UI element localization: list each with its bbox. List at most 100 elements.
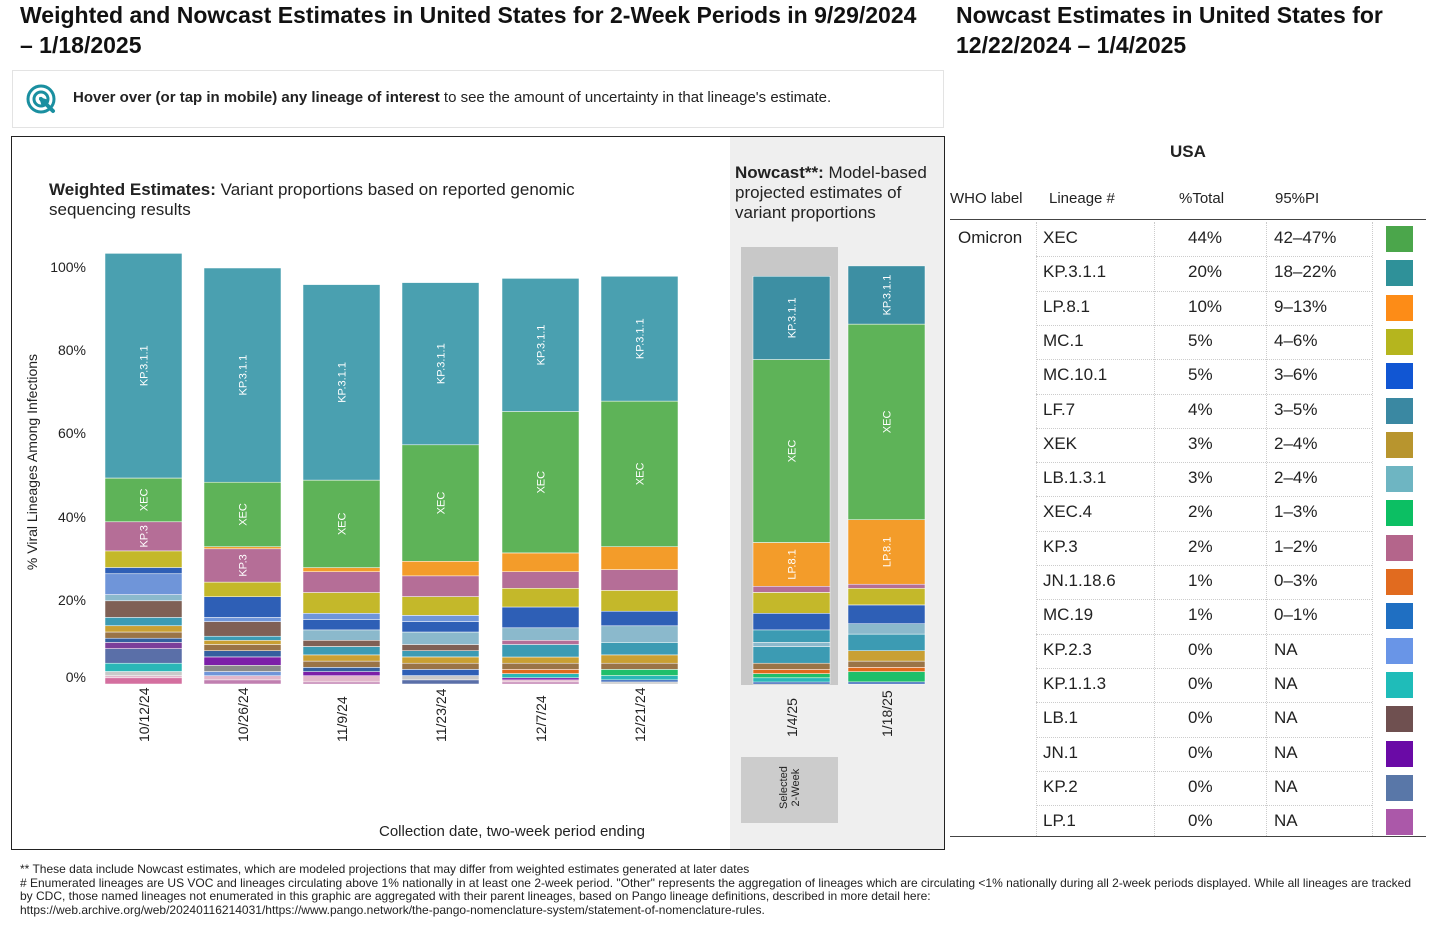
bar-segment[interactable] xyxy=(401,679,480,685)
bar-segment[interactable] xyxy=(847,667,926,672)
bar-segment[interactable] xyxy=(104,648,183,664)
bar-segment[interactable] xyxy=(600,642,679,656)
bar-segment[interactable] xyxy=(401,650,480,658)
bar-segment[interactable] xyxy=(203,675,282,681)
bar-segment[interactable] xyxy=(401,656,480,664)
bar-segment[interactable] xyxy=(600,590,679,612)
bar-segment[interactable] xyxy=(847,650,926,662)
lineage-color-swatch[interactable] xyxy=(1386,294,1413,321)
bar-segment[interactable] xyxy=(600,662,679,670)
lineage-color-swatch[interactable] xyxy=(1386,431,1413,458)
bar-segment[interactable] xyxy=(104,671,183,676)
bar-segment[interactable] xyxy=(752,673,831,679)
bar-segment[interactable] xyxy=(203,671,282,676)
bar-segment[interactable] xyxy=(847,265,926,325)
lineage-color-swatch[interactable] xyxy=(1386,671,1413,698)
bar-segment[interactable] xyxy=(104,662,183,672)
bar-segment[interactable] xyxy=(203,656,282,666)
bar-segment[interactable] xyxy=(302,646,381,656)
bar-segment[interactable] xyxy=(752,662,831,670)
bar-segment[interactable] xyxy=(501,677,580,681)
bar-segment[interactable] xyxy=(203,640,282,645)
bar-segment[interactable] xyxy=(847,323,926,520)
bar-segment[interactable] xyxy=(847,623,926,635)
bar-segment[interactable] xyxy=(847,583,926,589)
bar-segment[interactable] xyxy=(501,588,580,608)
bar-segment[interactable] xyxy=(104,631,183,639)
bar-segment[interactable] xyxy=(501,644,580,658)
bar-segment[interactable] xyxy=(203,650,282,658)
bar-segment[interactable] xyxy=(401,575,480,597)
bar-segment[interactable] xyxy=(600,675,679,681)
bar-segment[interactable] xyxy=(600,400,679,547)
bar-segment[interactable] xyxy=(752,642,831,647)
lineage-color-swatch[interactable] xyxy=(1386,569,1413,595)
bar-segment[interactable] xyxy=(203,635,282,641)
bar-segment[interactable] xyxy=(600,610,679,627)
bar-segment[interactable] xyxy=(501,606,580,629)
bar-segment[interactable] xyxy=(203,596,282,618)
bar-segment[interactable] xyxy=(104,567,183,574)
bar-segment[interactable] xyxy=(501,411,580,554)
bar-segment[interactable] xyxy=(401,621,480,633)
bar-segment[interactable] xyxy=(302,479,381,568)
bar-segment[interactable] xyxy=(104,675,183,679)
bar-segment[interactable] xyxy=(847,519,926,585)
lineage-color-swatch[interactable] xyxy=(1386,706,1413,733)
bar-segment[interactable] xyxy=(501,656,580,664)
bar-segment[interactable] xyxy=(847,660,926,668)
bar-segment[interactable] xyxy=(401,444,480,562)
bar-segment[interactable] xyxy=(847,604,926,624)
bar-segment[interactable] xyxy=(104,600,183,618)
bar-segment[interactable] xyxy=(501,673,580,679)
bar-segment[interactable] xyxy=(203,679,282,685)
bar-segment[interactable] xyxy=(501,662,580,670)
bar-segment[interactable] xyxy=(752,613,831,631)
bar-segment[interactable] xyxy=(752,276,831,360)
bar-segment[interactable] xyxy=(401,561,480,577)
lineage-color-swatch[interactable] xyxy=(1386,363,1413,390)
bar-segment[interactable] xyxy=(600,669,679,676)
bar-segment[interactable] xyxy=(104,573,183,595)
bar-segment[interactable] xyxy=(203,617,282,622)
bar-segment[interactable] xyxy=(501,278,580,412)
bar-segment[interactable] xyxy=(104,617,183,626)
bar-segment[interactable] xyxy=(501,571,580,589)
bar-segment[interactable] xyxy=(600,546,679,570)
bar-segment[interactable] xyxy=(104,637,183,643)
bar-segment[interactable] xyxy=(104,642,183,649)
lineage-color-swatch[interactable] xyxy=(1386,397,1413,424)
bar-segment[interactable] xyxy=(501,681,580,685)
bar-segment[interactable] xyxy=(752,542,831,587)
bar-segment[interactable] xyxy=(600,654,679,664)
bar-segment[interactable] xyxy=(401,662,480,670)
selected-week-button[interactable] xyxy=(741,757,838,823)
bar-segment[interactable] xyxy=(203,548,282,583)
bar-segment[interactable] xyxy=(302,592,381,614)
bar-segment[interactable] xyxy=(302,681,381,685)
bar-segment[interactable] xyxy=(203,581,282,597)
bar-segment[interactable] xyxy=(302,284,381,481)
bar-segment[interactable] xyxy=(104,550,183,568)
lineage-color-swatch[interactable] xyxy=(1386,500,1413,527)
lineage-color-swatch[interactable] xyxy=(1386,466,1413,493)
bar-segment[interactable] xyxy=(104,594,183,602)
bar-segment[interactable] xyxy=(104,253,183,479)
bar-segment[interactable] xyxy=(401,644,480,651)
bar-segment[interactable] xyxy=(401,615,480,622)
lineage-color-swatch[interactable] xyxy=(1386,260,1413,287)
bar-segment[interactable] xyxy=(203,644,282,651)
bar-segment[interactable] xyxy=(302,667,381,672)
bar-segment[interactable] xyxy=(752,677,831,683)
bar-segment[interactable] xyxy=(752,646,831,664)
bar-segment[interactable] xyxy=(302,640,381,647)
lineage-color-swatch[interactable] xyxy=(1386,603,1413,630)
bar-segment[interactable] xyxy=(501,640,580,645)
bar-segment[interactable] xyxy=(501,552,580,572)
bar-segment[interactable] xyxy=(847,588,926,606)
bar-segment[interactable] xyxy=(600,681,679,685)
bar-segment[interactable] xyxy=(401,631,480,645)
bar-segment[interactable] xyxy=(203,481,282,547)
bar-segment[interactable] xyxy=(104,677,183,685)
bar-segment[interactable] xyxy=(401,675,480,681)
